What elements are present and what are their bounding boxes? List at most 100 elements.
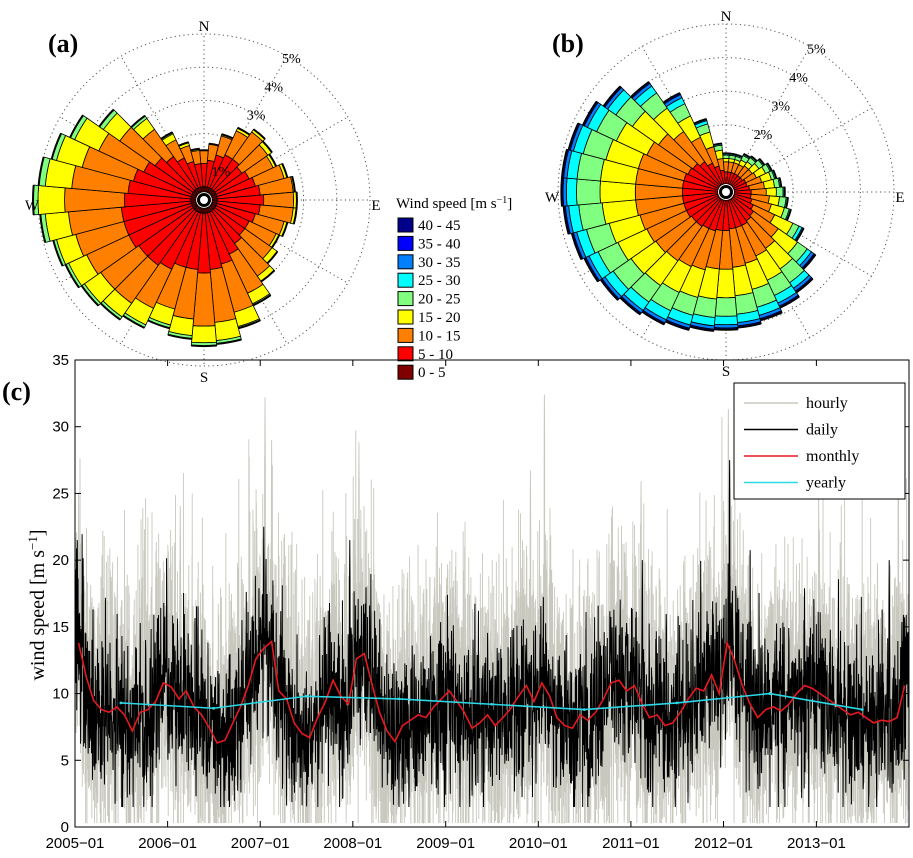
- legend-swatch: [397, 364, 414, 380]
- rose-wedge-edge: [567, 122, 580, 151]
- rose-wedge-edge: [713, 328, 739, 331]
- wind-rose-a: 1% 3% 4% 5% N S E W: [25, 19, 381, 386]
- rose-wedge-edge: [178, 141, 189, 147]
- yearly-point: [490, 702, 494, 706]
- ring-label: 4%: [789, 71, 808, 86]
- rose-wedge-segment: [576, 178, 601, 206]
- legend-swatch: [397, 254, 414, 270]
- ring-label: 5%: [807, 43, 826, 58]
- y-tick-label: 35: [52, 352, 69, 369]
- compass-w: W: [545, 190, 560, 206]
- compass-e: E: [371, 198, 380, 214]
- legend-swatch: [397, 235, 414, 251]
- panel-label-a: (a): [48, 29, 78, 58]
- panel-label-b: (b): [552, 29, 584, 58]
- wind-legend-title: Wind speed [m s−1]: [396, 195, 512, 213]
- rose-wedge-segment: [37, 185, 66, 215]
- x-tick-label: 2012−01: [694, 835, 753, 852]
- rose-wedge-segment: [191, 325, 217, 344]
- y-tick-label: 10: [52, 686, 69, 703]
- rose-wedge-edge: [729, 152, 737, 156]
- legend-label: 0 - 5: [418, 365, 446, 381]
- x-tick-label: 2010−01: [509, 835, 568, 852]
- y-tick-label: 0: [61, 819, 69, 836]
- y-tick-label: 30: [52, 419, 69, 436]
- grid-ring: [103, 99, 305, 301]
- legend-swatch: [397, 217, 414, 233]
- x-tick-label: 2009−01: [416, 835, 475, 852]
- rose-wedge-edge: [560, 177, 563, 207]
- rose-wedge-edge: [69, 114, 84, 138]
- yearly-point: [397, 697, 401, 701]
- rose-wedge-segment: [722, 154, 730, 159]
- rose-wedge-edge: [130, 114, 146, 128]
- legend-label: 10 - 15: [418, 328, 461, 344]
- compass-n: N: [721, 9, 732, 25]
- wind-speed-legend: Wind speed [m s−1] 40 - 45 35 - 40 30 - 35…: [396, 195, 512, 382]
- yearly-point: [304, 694, 308, 698]
- x-tick-label: 2011−01: [602, 835, 660, 852]
- rose-wedge-edge: [292, 208, 298, 225]
- wind-rose-b: 2% 3% 4% 5% N S E W: [545, 9, 905, 380]
- compass-e: E: [895, 190, 904, 206]
- rose-wedge-edge: [713, 142, 722, 146]
- series-monthly-line: [77, 639, 906, 744]
- grid-ring: [591, 57, 861, 327]
- compass-s: S: [722, 364, 730, 380]
- compass-n: N: [199, 19, 210, 35]
- rose-center-hole: [722, 188, 730, 196]
- rose-wedge-segment: [765, 187, 777, 197]
- rose-wedge-segment: [713, 315, 739, 326]
- rose-wedge-segment: [775, 186, 784, 198]
- rose-wedge-edge: [167, 333, 192, 340]
- axes-frame: [74, 359, 910, 828]
- ring-label: 2%: [754, 128, 773, 143]
- rose-wedge-edge: [581, 100, 598, 126]
- legend-label: 5 - 10: [418, 347, 453, 363]
- legend-swatch: [397, 291, 414, 307]
- x-tick-label: 2008−01: [323, 835, 382, 852]
- legend-label: 25 - 30: [418, 273, 461, 289]
- yearly-point: [212, 706, 215, 710]
- y-tick-label: 15: [52, 619, 69, 636]
- yearly-point: [768, 692, 772, 695]
- rose-wedge-edge: [252, 128, 266, 140]
- legend-label-daily: daily: [806, 422, 838, 439]
- x-tick-label: 2013−01: [787, 835, 846, 852]
- legend-swatch: [397, 327, 414, 343]
- grid-spoke: [725, 107, 872, 193]
- ring-label: 5%: [282, 52, 301, 67]
- ring-label: 3%: [771, 100, 790, 115]
- compass-w: W: [25, 198, 40, 214]
- series-daily-line: [75, 460, 909, 808]
- legend-swatch: [397, 272, 414, 288]
- rose-wedge-edge: [37, 156, 45, 186]
- rose-wedge-edge: [191, 344, 217, 348]
- grid-ring: [37, 33, 371, 367]
- yearly-point: [119, 701, 123, 705]
- compass-s: S: [200, 370, 208, 386]
- rose-wedge-edge: [261, 140, 273, 153]
- legend-swatch: [397, 309, 414, 325]
- rose-wedge-edge: [662, 92, 681, 104]
- rose-wedge-edge: [32, 185, 35, 215]
- legend-label-monthly: monthly: [806, 448, 859, 465]
- rose-wedge-edge: [160, 131, 173, 140]
- panel-label-c: (c): [2, 377, 31, 406]
- yearly-point: [675, 701, 679, 705]
- yearly-point: [860, 708, 864, 711]
- rose-wedge-edge: [281, 222, 289, 237]
- yearly-point: [582, 708, 586, 711]
- y-axis-label: wind speed [m s−1]: [25, 529, 50, 680]
- y-tick-label: 5: [61, 752, 69, 769]
- rose-wedge-edge: [98, 108, 115, 128]
- rose-wedge-segment: [714, 297, 738, 317]
- grid-spoke: [725, 46, 811, 193]
- x-tick-label: 2006−01: [138, 835, 197, 852]
- rose-wedge-edge: [602, 85, 621, 107]
- plot-area: [75, 394, 909, 824]
- ring-label: 3%: [247, 109, 266, 124]
- rose-wedge-edge: [190, 147, 200, 152]
- legend-label: 20 - 25: [418, 292, 461, 308]
